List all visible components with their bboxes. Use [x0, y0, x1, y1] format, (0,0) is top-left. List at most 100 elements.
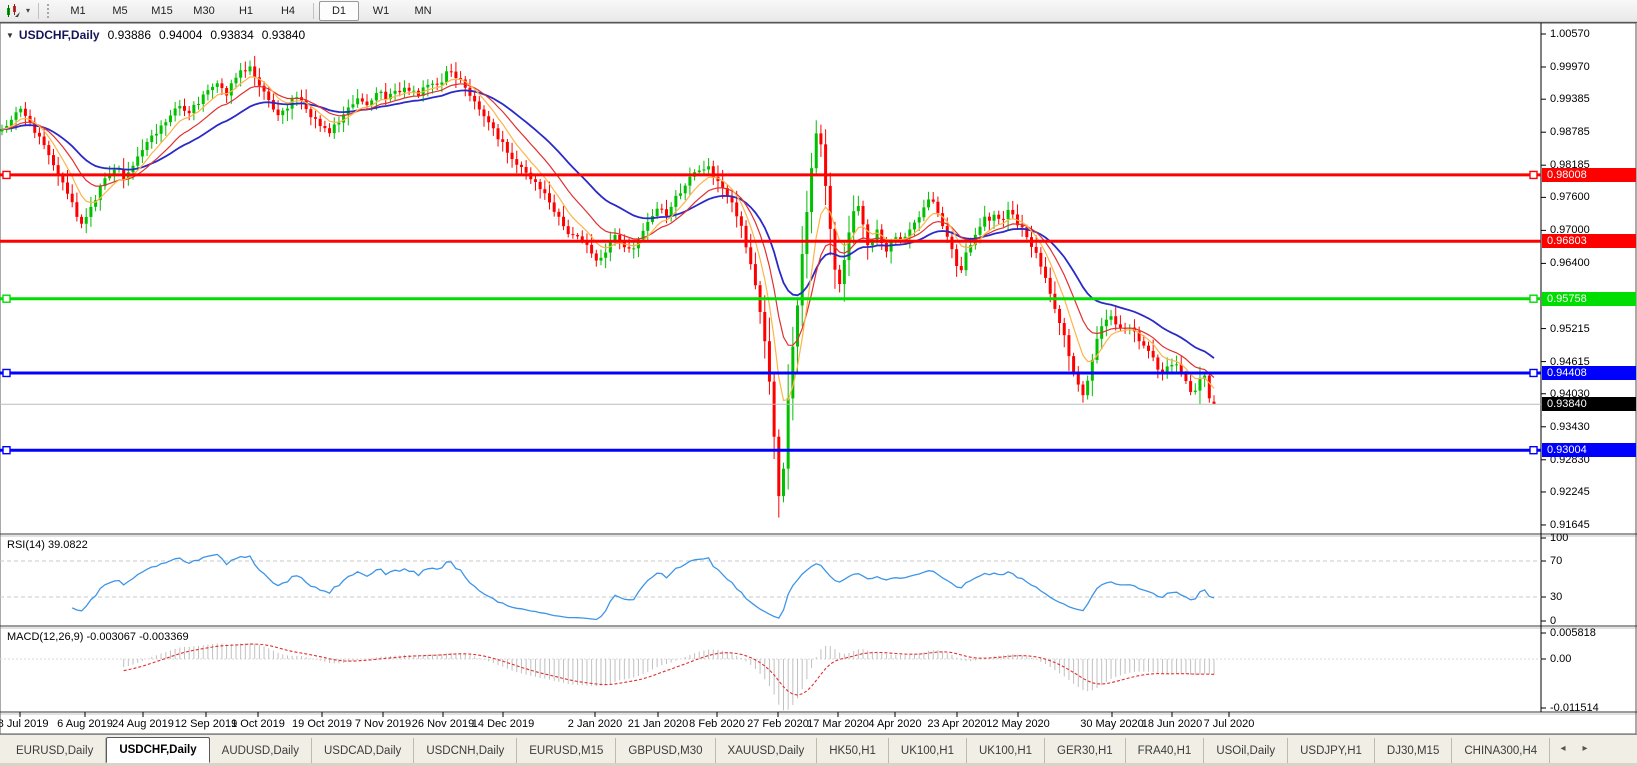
- chart-tab-UK100-H1[interactable]: UK100,H1: [967, 738, 1046, 763]
- chart-symbol-label: USDCHF,Daily: [18, 28, 100, 42]
- toolbar-grip[interactable]: [47, 3, 53, 18]
- timeframe-button-H1[interactable]: H1: [238, 4, 254, 17]
- toolbar-separator: [313, 2, 314, 19]
- timeframe-button-H4[interactable]: H4: [280, 4, 296, 17]
- level-price-badge: 0.95758: [1542, 291, 1636, 306]
- timeframe-button-D1[interactable]: D1: [319, 0, 359, 21]
- price-axis-label: 0.99970: [1550, 61, 1590, 73]
- ohlc-open: 0.93886: [107, 28, 151, 42]
- timeframe-button-M1[interactable]: M1: [70, 4, 86, 17]
- macd-values: -0.003067 -0.003369: [86, 631, 189, 643]
- price-axis-label: 0.94615: [1550, 355, 1590, 368]
- date-axis-label: 12 Sep 2019: [174, 718, 238, 730]
- level-handle: [1529, 446, 1538, 455]
- tab-bar-bottom-strip: [0, 763, 1637, 766]
- price-axis-label: 0.98785: [1550, 126, 1590, 139]
- date-axis-label: 18 Jul 2019: [0, 718, 49, 730]
- ohlc-low: 0.93834: [210, 28, 254, 42]
- timeframe-button-M15[interactable]: M15: [151, 4, 173, 17]
- chart-tab-bar: EURUSD,Daily USDCHF,Daily AUDUSD,Daily USDC…: [0, 734, 1637, 766]
- date-axis-label: 1 Oct 2019: [231, 718, 285, 730]
- chart-collapse-icon[interactable]: ▼: [6, 31, 14, 40]
- chart-tab-USDCHF-Daily[interactable]: USDCHF,Daily: [106, 737, 210, 763]
- price-axis-label: 0.97000: [1550, 224, 1590, 237]
- level-handle: [1529, 170, 1538, 180]
- date-axis-label: 27 Feb 2020: [747, 718, 809, 730]
- date-axis-label: 4 Apr 2020: [868, 718, 922, 730]
- price-axis-label: 0.92245: [1550, 485, 1590, 498]
- level-price-badge: 0.94408: [1542, 365, 1636, 380]
- chart-tab-UK100-H1[interactable]: UK100,H1: [889, 738, 967, 763]
- timeframe-button-M30[interactable]: M30: [193, 4, 215, 17]
- price-axis-label: 0.97600: [1550, 191, 1590, 204]
- price-chart-canvas[interactable]: [0, 23, 1637, 735]
- chart-tab-USDCNH-Daily[interactable]: USDCNH,Daily: [414, 738, 518, 763]
- chart-title: ▼ USDCHF,Daily 0.93886 0.94004 0.93834 0.9384…: [6, 28, 305, 42]
- date-axis-label: 23 Apr 2020: [927, 718, 987, 730]
- rsi-axis-label: 70: [1550, 555, 1563, 567]
- date-axis-label: 17 Mar 2020: [807, 718, 869, 730]
- current-price-badge: 0.93840: [1542, 397, 1636, 412]
- chart-tab-GER30-H1[interactable]: GER30,H1: [1045, 738, 1126, 763]
- timeframe-button-W1[interactable]: W1: [372, 4, 390, 17]
- chart-tab-USDCAD-Daily[interactable]: USDCAD,Daily: [312, 738, 415, 763]
- level-handle: [2, 368, 11, 378]
- price-axis-label: 0.96400: [1550, 257, 1590, 270]
- macd-axis-label: 0.005818: [1550, 626, 1596, 639]
- timeframe-button-MN[interactable]: MN: [414, 4, 432, 17]
- date-axis-label: 7 Jul 2020: [1203, 718, 1255, 730]
- tab-scroll-left-icon[interactable]: ◂: [1560, 743, 1566, 754]
- macd-layer: [123, 643, 1215, 711]
- chart-tab-EURUSD-Daily[interactable]: EURUSD,Daily: [4, 738, 107, 763]
- price-axis-label: 0.99385: [1550, 93, 1590, 106]
- rsi-axis-label: 30: [1550, 591, 1563, 603]
- date-axis-label: 30 May 2020: [1080, 718, 1144, 730]
- level-handle: [2, 170, 11, 180]
- chart-tab-DJ30-M15[interactable]: DJ30,M15: [1375, 738, 1453, 763]
- price-axis-label: 0.94030: [1550, 387, 1590, 400]
- rsi-value: 39.0822: [47, 539, 88, 551]
- price-axis-label: 0.93430: [1550, 420, 1590, 433]
- date-axis-label: 24 Aug 2019: [112, 718, 174, 730]
- chart-tab-CHINA300-H4[interactable]: CHINA300,H4: [1452, 738, 1551, 763]
- candles-layer: [0, 55, 1216, 518]
- chart-tab-HK50-H1[interactable]: HK50,H1: [817, 738, 889, 763]
- tab-scroll-right-icon[interactable]: ▸: [1582, 743, 1588, 754]
- level-handle: [2, 446, 11, 455]
- date-axis-label: 7 Nov 2019: [354, 718, 412, 730]
- level-price-badge: 0.93004: [1542, 443, 1636, 458]
- price-axis-label: 0.95215: [1550, 322, 1590, 335]
- date-axis-label: 2 Jan 2020: [567, 718, 623, 730]
- chart-tab-GBPUSD-M30[interactable]: GBPUSD,M30: [616, 738, 716, 763]
- timeframe-toolbar: ▾ M1 M5 M15 M30 H1 H4 D1 W1 MN: [0, 0, 1637, 22]
- chart-tab-AUDUSD-Daily[interactable]: AUDUSD,Daily: [210, 738, 312, 763]
- date-axis-label: 14 Dec 2019: [471, 718, 535, 730]
- macd-axis-label: 0.00: [1550, 653, 1572, 665]
- ohlc-high: 0.94004: [159, 28, 203, 42]
- chart-tab-USDJPY-H1[interactable]: USDJPY,H1: [1288, 738, 1375, 763]
- date-axis-label: 12 May 2020: [986, 718, 1050, 730]
- rsi-axis-label: 100: [1550, 532, 1569, 544]
- chart-window[interactable]: ▼ USDCHF,Daily 0.93886 0.94004 0.93834 0.9384…: [0, 22, 1637, 735]
- date-axis-label: 26 Nov 2019: [411, 718, 475, 730]
- level-handle: [1529, 368, 1538, 378]
- chart-tab-XAUUSD-Daily[interactable]: XAUUSD,Daily: [716, 738, 818, 763]
- timeframe-button-M5[interactable]: M5: [112, 4, 128, 17]
- chart-tab-FRA40-H1[interactable]: FRA40,H1: [1126, 738, 1205, 763]
- date-axis-label: 8 Feb 2020: [689, 718, 745, 730]
- macd-axis-label: -0.011514: [1550, 702, 1599, 714]
- chart-tab-EURUSD-M15[interactable]: EURUSD,M15: [517, 738, 617, 763]
- date-axis-label: 21 Jan 2020: [627, 718, 689, 730]
- date-axis-label: 19 Oct 2019: [292, 718, 352, 730]
- date-axis-label: 6 Aug 2019: [57, 718, 113, 730]
- ohlc-close: 0.93840: [261, 28, 306, 42]
- rsi-indicator-label: RSI(14) 39.0822: [7, 539, 88, 551]
- chart-type-dropdown-caret[interactable]: ▾: [25, 6, 30, 15]
- date-axis-label: 18 Jun 2020: [1141, 718, 1203, 730]
- chart-tab-USOil-Daily[interactable]: USOil,Daily: [1204, 738, 1289, 763]
- macd-indicator-label: MACD(12,26,9) -0.003067 -0.003369: [7, 631, 189, 643]
- price-axis-label: 0.91645: [1550, 518, 1590, 531]
- toolbar-separator: [38, 2, 39, 19]
- chart-cursor-icon[interactable]: [4, 3, 22, 19]
